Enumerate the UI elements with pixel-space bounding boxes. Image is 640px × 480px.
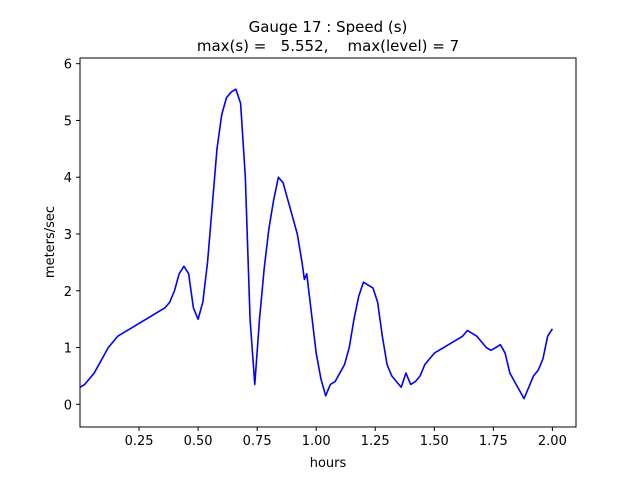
- y-axis: 0 1 2 3 4 5 6: [64, 58, 80, 413]
- x-tick-label: 1.50: [420, 434, 449, 449]
- x-tick-label: 1.75: [479, 434, 508, 449]
- plot-frame: [79, 57, 577, 428]
- y-tick-label: 1: [64, 342, 72, 357]
- y-tick-label: 6: [64, 58, 72, 73]
- x-axis-label: hours: [310, 456, 347, 471]
- x-tick-label: 2.00: [538, 434, 567, 449]
- y-tick-label: 2: [64, 285, 72, 300]
- y-tick-label: 4: [64, 171, 72, 186]
- x-tick-label: 1.00: [302, 434, 331, 449]
- x-tick-label: 1.25: [361, 434, 390, 449]
- y-axis-label: meters/sec: [43, 206, 58, 278]
- y-tick-label: 5: [64, 114, 72, 129]
- chart-subtitle: max(s) = 5.552, max(level) = 7: [197, 37, 459, 55]
- chart-title: Gauge 17 : Speed (s): [249, 18, 408, 36]
- speed-series-line: [80, 88, 554, 400]
- y-tick-label: 3: [64, 228, 72, 243]
- plot-area: [80, 88, 554, 400]
- x-tick-label: 0.50: [184, 434, 213, 449]
- x-tick-label: 0.75: [243, 434, 272, 449]
- x-tick-label: 0.25: [125, 434, 154, 449]
- y-tick-label: 0: [64, 398, 72, 413]
- x-axis: 0.25 0.50 0.75 1.00 1.25 1.50 1.75 2.00: [125, 427, 567, 449]
